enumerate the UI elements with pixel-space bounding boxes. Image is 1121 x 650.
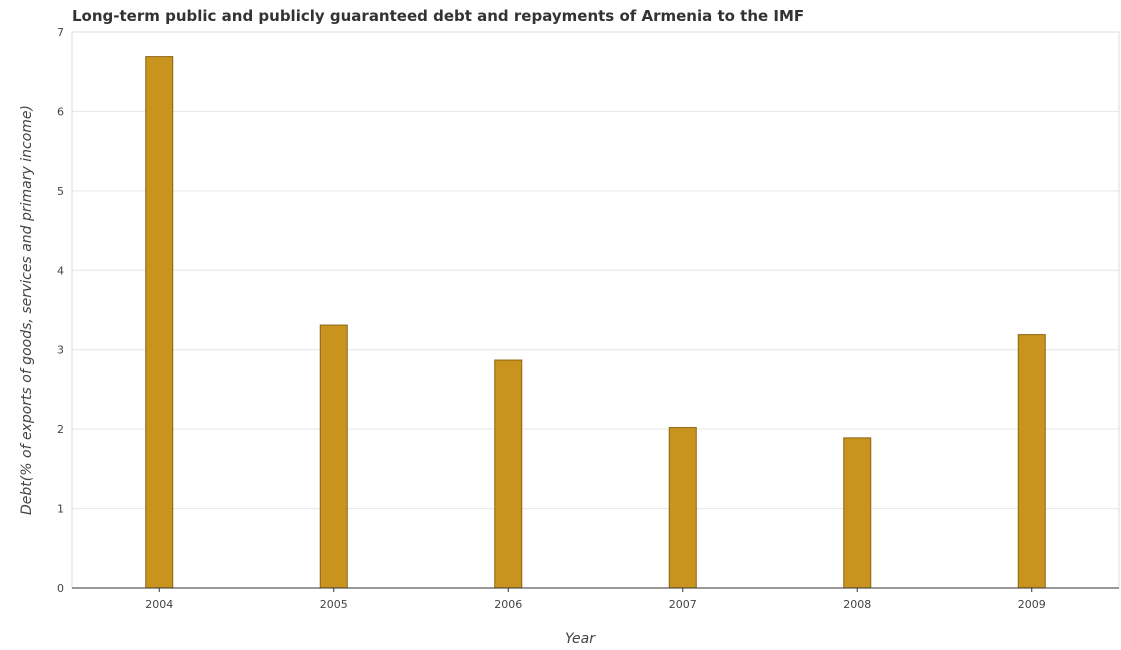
x-tick-label: 2005 [320,598,348,611]
x-tick-label: 2008 [843,598,871,611]
y-tick-label: 5 [57,185,64,198]
y-tick-label: 1 [57,503,64,516]
y-axis-label: Debt(% of exports of goods, services and… [19,105,35,515]
plot-frame [71,31,1120,589]
bar-2004 [145,56,174,589]
y-tick-label: 4 [57,264,64,277]
x-ticks: 2004 2005 2006 2007 2008 2009 [145,588,1046,611]
bars [145,56,1046,589]
y-tick-label: 3 [57,344,64,357]
chart-title: Long-term public and publicly guaranteed… [72,7,804,25]
x-axis-label: Year [565,631,596,647]
bar-2007 [668,427,697,589]
y-tick-label: 7 [57,26,64,39]
bar-2008 [843,437,872,589]
y-ticks: 0 1 2 3 4 5 6 7 [57,26,64,595]
y-tick-label: 6 [57,105,64,118]
x-tick-label: 2009 [1018,598,1046,611]
bar-2009 [1017,334,1046,589]
y-tick-label: 2 [57,423,64,436]
gridlines [72,31,1119,589]
x-tick-label: 2006 [494,598,522,611]
bar-2005 [319,324,348,589]
x-tick-label: 2007 [669,598,697,611]
y-tick-label: 0 [57,582,64,595]
x-tick-label: 2004 [145,598,173,611]
bar-2006 [494,359,523,589]
